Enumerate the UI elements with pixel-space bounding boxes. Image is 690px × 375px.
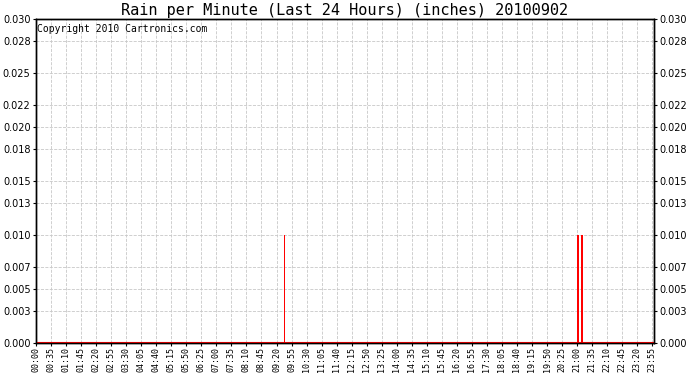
- Title: Rain per Minute (Last 24 Hours) (inches) 20100902: Rain per Minute (Last 24 Hours) (inches)…: [121, 3, 569, 18]
- Text: Copyright 2010 Cartronics.com: Copyright 2010 Cartronics.com: [37, 24, 207, 34]
